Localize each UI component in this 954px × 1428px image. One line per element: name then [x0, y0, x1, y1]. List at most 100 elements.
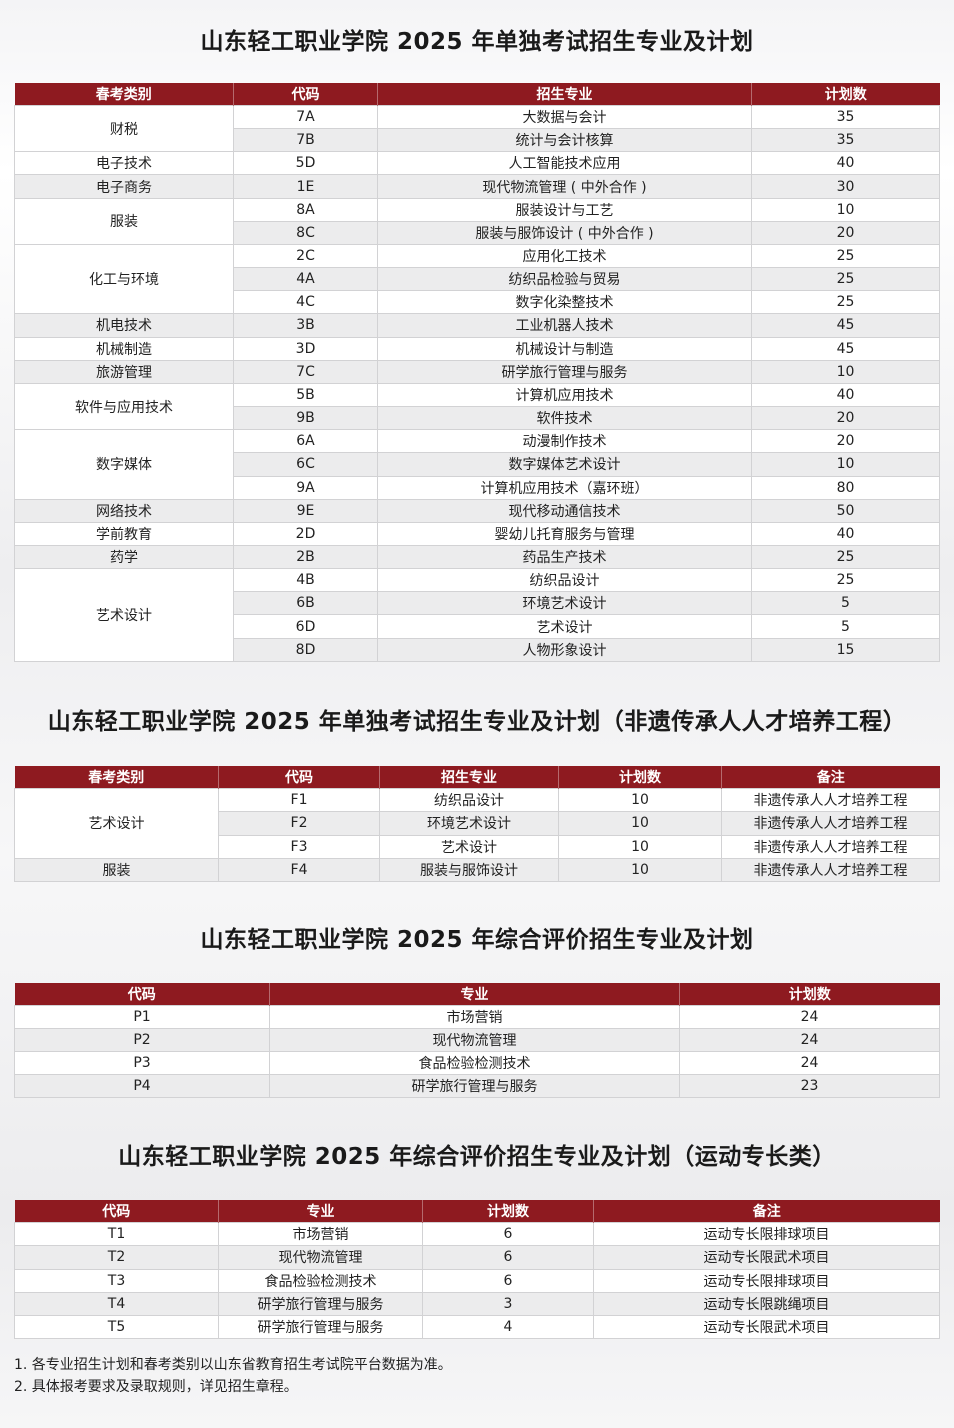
table-row: T5 研学旅行管理与服务 4 运动专长限武术项目	[14, 1315, 940, 1340]
table-row: T1 市场营销 6 运动专长限排球项目	[14, 1221, 940, 1247]
note-1: 1. 各专业招生计划和春考类别以山东省教育招生考试院平台数据为准。	[14, 1357, 452, 1373]
table-row: 数字媒体 6A 动漫制作技术 20	[14, 429, 940, 500]
table-cell: 市场营销	[218, 1221, 423, 1247]
column-header: 招生专业	[379, 766, 559, 789]
table-cell: 45	[751, 336, 940, 361]
table-cell: 环境艺术设计	[379, 811, 559, 836]
table-cell: 8A	[233, 197, 378, 222]
table-cell: 6A	[233, 429, 378, 454]
table-cell: 人物形象设计	[377, 637, 752, 662]
table-cell: 35	[751, 104, 940, 130]
table-cell: 纺织品设计	[379, 787, 559, 813]
table-cell: 6D	[233, 614, 378, 639]
table-cell: 25	[751, 290, 940, 315]
table-row: 9B 软件技术 20	[15, 406, 940, 431]
table-cell: 5	[751, 591, 940, 616]
table-cell: 现代物流管理 ( 中外合作 )	[377, 174, 752, 199]
category-cell: 化工与环境	[14, 243, 234, 315]
table-cell: 1E	[233, 174, 378, 199]
plan-table: 代码 专业 计划数 备注 T1 市场营销 6 运动专长限排球项目 T2 现代物流管理 6 运动专长限武…	[14, 1200, 940, 1340]
table-cell: 艺术设计	[377, 614, 752, 639]
column-header: 代码	[14, 983, 270, 1006]
table-cell: 40	[751, 382, 940, 408]
table-cell: 大数据与会计	[377, 104, 752, 130]
table-cell: 服装与服饰设计 ( 中外合作 )	[377, 220, 752, 245]
category-cell: 服装	[14, 197, 234, 245]
table-row: T4 研学旅行管理与服务 3 运动专长限跳绳项目	[14, 1291, 940, 1317]
table-cell: 10	[558, 811, 722, 836]
table-row: 9A 计算机应用技术（嘉环班） 80	[15, 475, 940, 500]
table-cell: 24	[679, 1005, 940, 1029]
table-row: 7B 统计与会计核算 35	[15, 128, 940, 153]
table-cell: 10	[558, 787, 722, 813]
table-row: 软件与应用技术 5B 计算机应用技术 40	[14, 382, 940, 431]
category-cell: 数字媒体	[14, 429, 234, 500]
table-row: T3 食品检验检测技术 6 运动专长限排球项目	[14, 1268, 940, 1293]
table-cell: 运动专长限排球项目	[593, 1221, 940, 1247]
category-cell: 机电技术	[14, 313, 234, 338]
table-cell: 30	[751, 174, 940, 199]
category-cell: 财税	[14, 104, 234, 153]
table-row: 艺术设计 4B 纺织品设计 25	[14, 568, 940, 662]
table-row: 服装 8A 服装设计与工艺 10	[14, 197, 940, 245]
table-cell: 5D	[233, 151, 378, 176]
column-header: 代码	[14, 1200, 219, 1223]
table-cell: 6	[422, 1245, 594, 1270]
table-cell: 应用化工技术	[377, 243, 752, 269]
section-title: 山东轻工职业学院 2025 年单独考试招生专业及计划（非遗传承人人才培养工程）	[47, 709, 907, 735]
plan-table: 代码 专业 计划数 P1 市场营销 24 P2 现代物流管理 24 P3 食品检验检测技术 24 P4 研…	[14, 983, 940, 1098]
table-row: 6D 艺术设计 5	[15, 614, 940, 639]
notes: 1. 各专业招生计划和春考类别以山东省教育招生考试院平台数据为准。 2. 具体报…	[14, 1354, 452, 1398]
table-row: 6B 环境艺术设计 5	[15, 591, 940, 616]
table-cell: 10	[751, 452, 940, 477]
table-header: 代码 专业 计划数 备注	[14, 1200, 940, 1223]
table-cell: 3	[422, 1291, 594, 1317]
column-header: 备注	[593, 1200, 940, 1223]
table-cell: 现代移动通信技术	[377, 498, 752, 523]
table-cell: 6	[422, 1268, 594, 1293]
category-cell: 电子商务	[14, 174, 234, 199]
category-cell: 服装	[14, 857, 219, 883]
table-cell: 运动专长限跳绳项目	[593, 1291, 940, 1317]
table-row: F2 环境艺术设计 10 非遗传承人人才培养工程	[15, 811, 940, 836]
table-row: 机械制造 3D 机械设计与制造 45	[14, 336, 940, 361]
table-header: 春考类别 代码 招生专业 计划数	[14, 83, 940, 106]
table-row: 电子技术 5D 人工智能技术应用 40	[14, 151, 940, 176]
table-cell: 运动专长限排球项目	[593, 1268, 940, 1293]
table-cell: 食品检验检测技术	[218, 1268, 423, 1293]
table-cell: 2D	[233, 521, 378, 546]
table-cell: 4	[422, 1315, 594, 1340]
table-row: 网络技术 9E 现代移动通信技术 50	[14, 498, 940, 523]
table-row: 服装 F4 服装与服饰设计 10 非遗传承人人才培养工程	[14, 857, 940, 883]
table-cell: P4	[14, 1074, 270, 1098]
section-title: 山东轻工职业学院 2025 年单独考试招生专业及计划	[200, 29, 754, 55]
table-cell: 婴幼儿托育服务与管理	[377, 521, 752, 546]
column-header: 招生专业	[377, 83, 752, 106]
table-cell: 40	[751, 151, 940, 176]
category-cell: 电子技术	[14, 151, 234, 176]
table-cell: 非遗传承人人才培养工程	[721, 811, 940, 836]
table-cell: 10	[751, 359, 940, 384]
table-cell: 25	[751, 568, 940, 593]
table-cell: 6B	[233, 591, 378, 616]
table-cell: 50	[751, 498, 940, 523]
table-cell: 计算机应用技术（嘉环班）	[377, 475, 752, 500]
table-cell: 统计与会计核算	[377, 128, 752, 153]
table-cell: 15	[751, 637, 940, 662]
table-cell: 20	[751, 220, 940, 245]
table-row: T2 现代物流管理 6 运动专长限武术项目	[14, 1245, 940, 1270]
table-cell: 服装设计与工艺	[377, 197, 752, 222]
category-cell: 旅游管理	[14, 359, 234, 384]
section-title: 山东轻工职业学院 2025 年综合评价招生专业及计划（运动专长类）	[118, 1144, 836, 1170]
table-cell: 20	[751, 406, 940, 431]
table-row: 8C 服装与服饰设计 ( 中外合作 ) 20	[15, 220, 940, 245]
table-row: 4A 纺织品检验与贸易 25	[15, 267, 940, 292]
table-row: 旅游管理 7C 研学旅行管理与服务 10	[14, 359, 940, 384]
table-cell: 研学旅行管理与服务	[218, 1291, 423, 1317]
table-row: P3 食品检验检测技术 24	[14, 1051, 940, 1075]
table-row: 化工与环境 2C 应用化工技术 25	[14, 243, 940, 315]
table-header: 春考类别 代码 招生专业 计划数 备注	[14, 766, 940, 789]
table-cell: 7B	[233, 128, 378, 153]
table-cell: F4	[218, 857, 380, 883]
table-row: P1 市场营销 24	[14, 1005, 940, 1029]
